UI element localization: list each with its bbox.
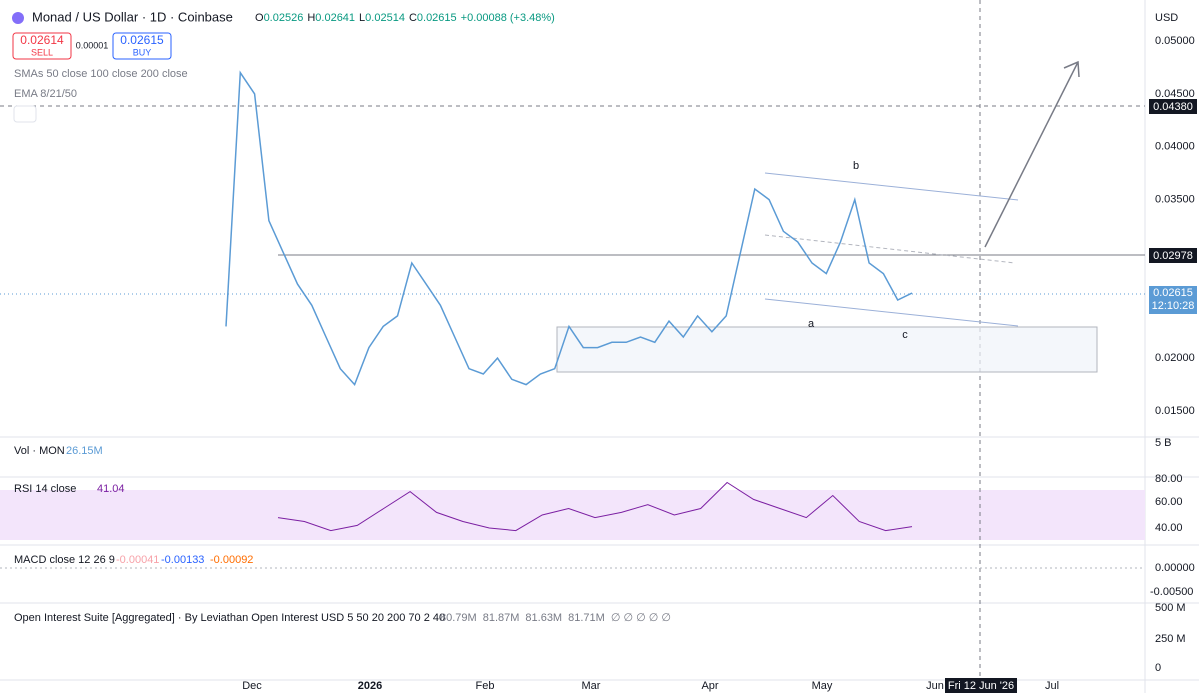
last-badge	[1149, 286, 1197, 314]
time-tick: Mar	[582, 680, 601, 692]
macd-tick: -0.00500	[1150, 586, 1193, 598]
last-price: 0.02615	[1153, 287, 1193, 299]
wave-label: b	[853, 160, 859, 172]
price-tick: 0.02000	[1155, 352, 1195, 364]
time-tick: 2026	[358, 680, 382, 692]
wave-label: a	[808, 318, 815, 330]
countdown: 12:10:28	[1152, 300, 1195, 312]
rsi-band	[0, 490, 1145, 540]
time-tick: Jun	[926, 680, 944, 692]
oi-tick: 500 M	[1155, 602, 1186, 614]
price-tick: 0.04500	[1155, 88, 1195, 100]
oi-tick: 250 M	[1155, 633, 1186, 645]
pane-label: RSI 14 close	[14, 483, 76, 495]
ohlc: O 0.02526 H 0.02641 L 0.02514 C 0.02615 +0.00088…	[255, 12, 555, 24]
price-tick: 0.04000	[1155, 141, 1195, 153]
ohlc-item: +0.00088 (+3.48%)	[461, 12, 555, 24]
sell-label: SELL	[31, 47, 53, 57]
rsi-tick: 60.00	[1155, 496, 1183, 508]
price-line	[225, 70, 913, 387]
time-axis: Dec 2026 Feb Mar Apr May Jun Jul	[242, 680, 1059, 692]
oi-tick: 0	[1155, 662, 1161, 674]
pane-value: -0.00041	[116, 554, 159, 566]
rsi-tick: 40.00	[1155, 522, 1183, 534]
ohlc-item: 0.02514	[365, 12, 405, 24]
ohlc-item: 0.02615	[417, 12, 457, 24]
pane-value: -0.00133	[161, 554, 204, 566]
time-tick: May	[812, 680, 833, 692]
ohlc-item: 0.02641	[315, 12, 355, 24]
time-tick: Dec	[242, 680, 262, 692]
time-tick: Jul	[1045, 680, 1059, 692]
level-badge	[1149, 248, 1197, 263]
sell-button[interactable]	[12, 32, 72, 60]
crosshair-price: 0.04380	[1153, 101, 1193, 113]
oi-value: 81.87M	[483, 612, 520, 624]
oi-value: 81.63M	[525, 612, 562, 624]
range-box	[556, 326, 1098, 373]
oi-value: 80.79M	[440, 612, 477, 624]
ohlc-item: C	[409, 12, 417, 24]
pane-value: -0.00092	[210, 554, 253, 566]
currency: USD	[1155, 12, 1178, 24]
spread: 0.00001	[76, 40, 109, 50]
volume-tick: 5 B	[1155, 437, 1172, 449]
price-axis: 0.05000 0.04500 0.04000 0.03500 0.02000 0.015…	[1155, 35, 1195, 417]
buy-button[interactable]	[112, 32, 172, 60]
price-tick: 0.01500	[1155, 405, 1195, 417]
collapse-button[interactable]	[13, 105, 37, 123]
rsi-tick: 80.00	[1155, 473, 1183, 485]
forecast-arrow	[984, 60, 1080, 248]
buy-price: 0.02615	[120, 33, 164, 47]
price-tick: 0.05000	[1155, 35, 1195, 47]
pane-label: Open Interest Suite [Aggregated] · By Le…	[14, 612, 445, 624]
price-tick: 0.03500	[1155, 193, 1195, 205]
date-badge	[945, 678, 1017, 693]
ohlc-item: H	[307, 12, 315, 24]
symbol: Monad / US Dollar · 1D · Coinbase	[32, 9, 233, 24]
oi-value: 81.71M	[568, 612, 605, 624]
buy-label: BUY	[133, 47, 152, 57]
indicator: SMAs 50 close 100 close 200 close	[14, 68, 188, 80]
oi-values: 80.79M 81.87M 81.63M 81.71M ∅ ∅ ∅ ∅ ∅	[440, 612, 671, 624]
rsi-line	[277, 481, 913, 532]
time-tick: Apr	[701, 680, 718, 692]
oi-value: ∅ ∅ ∅ ∅ ∅	[611, 612, 671, 624]
ohlc-item: O	[255, 12, 264, 24]
indicator: EMA 8/21/50	[14, 88, 77, 100]
macd-tick: 0.00000	[1155, 562, 1195, 574]
sell-price: 0.02614	[20, 33, 64, 47]
channel	[764, 172, 1019, 327]
ohlc-item: L	[359, 12, 365, 24]
wave-label: c	[902, 329, 908, 341]
pane-value: 41.04	[97, 483, 125, 495]
pane-label: Vol · MON	[14, 445, 65, 457]
crosshair-badge	[1149, 99, 1197, 114]
time-tick: Feb	[476, 680, 495, 692]
crosshair-date: Fri 12 Jun '26	[948, 680, 1014, 692]
logo	[12, 12, 24, 24]
level-price: 0.02978	[1153, 250, 1193, 262]
ohlc-item: 0.02526	[264, 12, 304, 24]
pane-label: MACD close 12 26 9	[14, 554, 115, 566]
pane-value: 26.15M	[66, 445, 103, 457]
